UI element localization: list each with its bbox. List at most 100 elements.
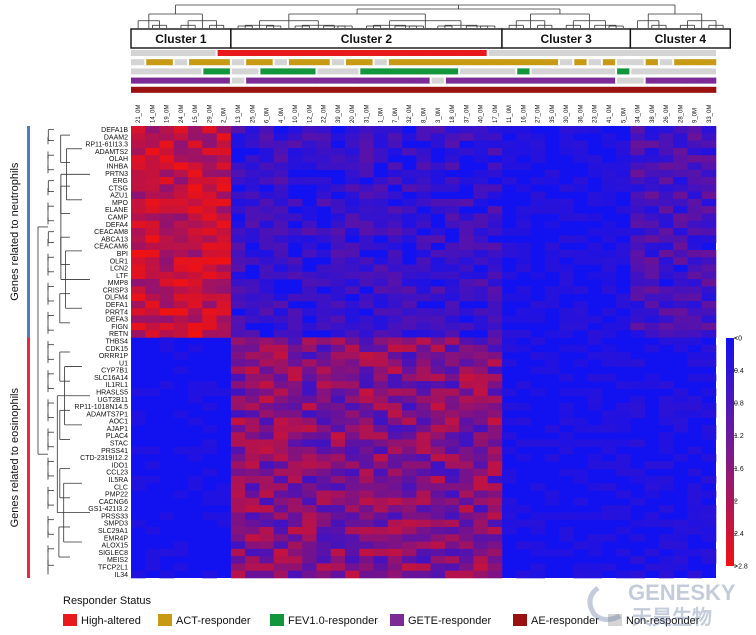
gene-label: IL34 bbox=[114, 572, 128, 579]
heatmap-cell bbox=[402, 330, 417, 338]
heatmap-cell bbox=[630, 264, 645, 273]
heatmap-cell bbox=[259, 439, 274, 448]
heatmap-cell bbox=[616, 177, 631, 185]
heatmap-cell bbox=[302, 475, 317, 484]
heatmap-cell bbox=[302, 497, 317, 506]
heatmap-cell bbox=[630, 220, 645, 229]
heatmap-cell bbox=[430, 373, 446, 382]
heatmap-cell bbox=[159, 315, 175, 324]
heatmap-cell bbox=[444, 373, 460, 382]
heatmap-cell bbox=[501, 249, 517, 258]
heatmap-cell bbox=[573, 140, 588, 149]
heatmap-cell bbox=[188, 454, 203, 462]
heatmap-cell bbox=[145, 155, 160, 163]
heatmap-cell bbox=[487, 424, 503, 433]
heatmap-cell bbox=[487, 410, 503, 418]
track-cell bbox=[616, 86, 631, 93]
heatmap-cell bbox=[202, 490, 217, 499]
heatmap-cell bbox=[273, 403, 289, 411]
heatmap-cell bbox=[658, 257, 674, 265]
track-separator bbox=[286, 59, 289, 66]
heatmap-cell bbox=[188, 220, 203, 229]
heatmap-cell bbox=[444, 220, 460, 229]
track-cell bbox=[287, 77, 303, 84]
colorbar-tick-label: >2.8 bbox=[734, 564, 748, 571]
heatmap-cell bbox=[501, 497, 517, 506]
heatmap-cell bbox=[559, 126, 574, 134]
heatmap-cell bbox=[658, 169, 674, 178]
heatmap-cell bbox=[202, 177, 217, 185]
heatmap-cell bbox=[316, 490, 332, 499]
heatmap-cell bbox=[259, 432, 274, 440]
heatmap-cell bbox=[345, 395, 360, 404]
heatmap-cell bbox=[658, 213, 674, 222]
heatmap-cell bbox=[273, 359, 289, 367]
heatmap-cell bbox=[544, 169, 560, 178]
heatmap-cell bbox=[444, 526, 460, 535]
heatmap-cell bbox=[302, 352, 317, 360]
heatmap-cell bbox=[644, 126, 660, 134]
heatmap-cell bbox=[459, 279, 474, 287]
heatmap-cell bbox=[587, 512, 603, 520]
heatmap-cell bbox=[316, 177, 332, 185]
heatmap-cell bbox=[359, 198, 374, 207]
heatmap-cell bbox=[516, 308, 531, 316]
heatmap-cell bbox=[230, 519, 246, 528]
legend-swatch bbox=[513, 614, 527, 626]
heatmap-cell bbox=[616, 548, 631, 557]
heatmap-cell bbox=[359, 526, 374, 535]
sample-label: 4_0M bbox=[279, 108, 285, 123]
track-cell bbox=[530, 77, 546, 84]
heatmap-cell bbox=[473, 497, 489, 506]
heatmap-cell bbox=[616, 468, 631, 477]
heatmap-cell bbox=[416, 322, 431, 331]
column-dendrogram bbox=[137, 4, 724, 28]
heatmap-cell bbox=[616, 155, 631, 163]
heatmap-cell bbox=[230, 242, 246, 251]
heatmap-cell bbox=[473, 570, 489, 579]
heatmap-cell bbox=[701, 373, 717, 382]
heatmap-cell bbox=[216, 483, 232, 491]
heatmap-cell bbox=[359, 432, 374, 440]
heatmap-cell bbox=[701, 512, 717, 520]
heatmap-cell bbox=[145, 191, 160, 200]
track-cell bbox=[687, 86, 703, 93]
track-cell bbox=[387, 50, 403, 56]
heatmap-cell bbox=[616, 359, 631, 367]
heatmap-cell bbox=[487, 147, 503, 156]
heatmap-cell bbox=[316, 395, 332, 404]
gene-label: MMP8 bbox=[108, 280, 128, 287]
gene-label: AJAP1 bbox=[107, 426, 129, 433]
heatmap-cell bbox=[573, 126, 588, 134]
heatmap-cell bbox=[188, 381, 203, 389]
gene-label: DEFA1 bbox=[106, 302, 128, 309]
sample-label: 9_0M bbox=[693, 108, 699, 123]
heatmap-cell bbox=[501, 505, 517, 513]
heatmap-cell bbox=[202, 300, 217, 309]
heatmap-cell bbox=[359, 359, 374, 367]
heatmap-cell bbox=[273, 388, 289, 397]
heatmap-cell bbox=[630, 140, 645, 149]
track-cell bbox=[273, 77, 289, 84]
heatmap-cell bbox=[359, 220, 374, 229]
heatmap-cell bbox=[245, 432, 260, 440]
heatmap-cell bbox=[658, 155, 674, 163]
heatmap-cell bbox=[230, 446, 246, 455]
heatmap-cell bbox=[245, 177, 260, 185]
heatmap-cell bbox=[387, 556, 403, 564]
heatmap-cell bbox=[630, 519, 645, 528]
heatmap-cell bbox=[316, 264, 332, 273]
heatmap-cell bbox=[202, 198, 217, 207]
legend-item-label: AE-responder bbox=[531, 615, 599, 627]
heatmap-cell bbox=[359, 446, 374, 455]
heatmap-cell bbox=[273, 352, 289, 360]
heatmap-cell bbox=[402, 534, 417, 542]
heatmap-cell bbox=[330, 424, 346, 433]
sample-label: 2_0M bbox=[222, 108, 228, 123]
heatmap-cell bbox=[216, 184, 232, 192]
heatmap-cell bbox=[173, 162, 189, 171]
heatmap-cell bbox=[245, 483, 260, 491]
heatmap-cell bbox=[173, 184, 189, 192]
heatmap-cell bbox=[330, 512, 346, 520]
heatmap-cell bbox=[430, 490, 446, 499]
